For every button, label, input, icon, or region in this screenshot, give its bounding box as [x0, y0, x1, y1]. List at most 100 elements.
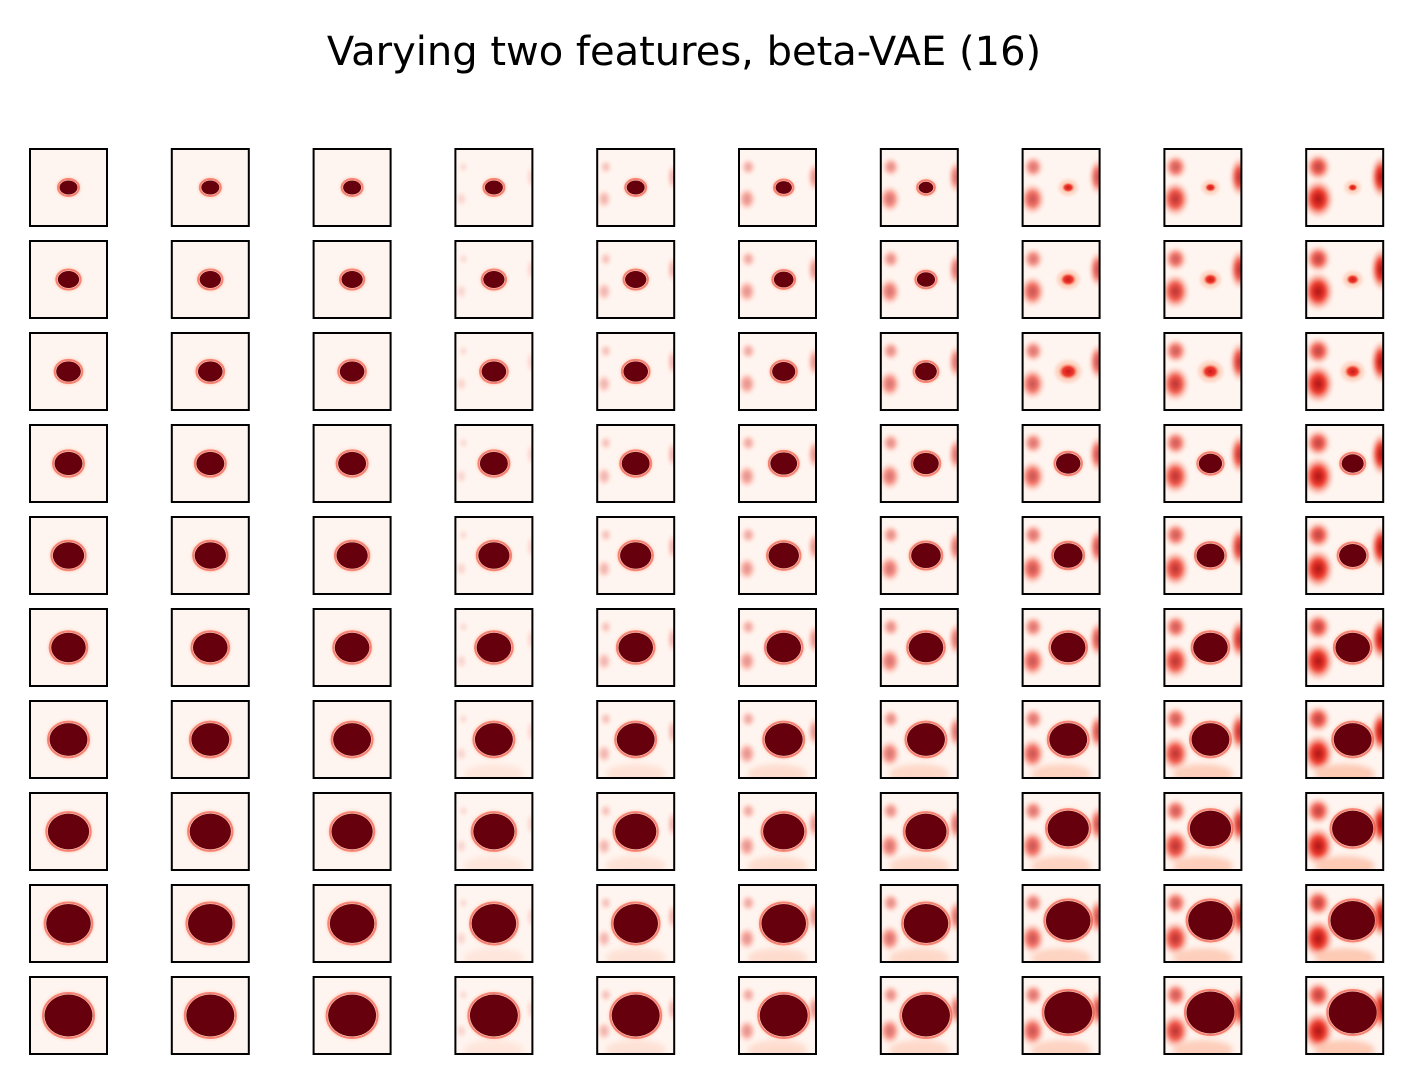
image-tile-border [596, 608, 676, 687]
image-tile-border [454, 240, 534, 319]
image-tile [1164, 425, 1242, 502]
image-tile [1022, 977, 1100, 1054]
image-tile [597, 241, 675, 318]
image-tile [1306, 793, 1384, 870]
image-tile [880, 149, 958, 226]
image-tile-border [738, 792, 817, 871]
image-tile-border [312, 148, 392, 227]
image-tile [1164, 333, 1242, 410]
image-tile [455, 885, 533, 962]
image-tile [455, 333, 533, 410]
image-tile-border [1305, 608, 1385, 687]
image-tile-border [1305, 976, 1385, 1055]
image-tile-border [879, 884, 959, 963]
image-tile [597, 885, 675, 962]
image-tile-border [1021, 976, 1101, 1055]
image-tile-border [29, 148, 108, 227]
image-tile-border [454, 700, 534, 779]
image-tile [1164, 149, 1242, 226]
image-tile-border [596, 700, 676, 779]
image-tile [597, 425, 675, 502]
image-tile-border [596, 516, 676, 595]
image-tile [1306, 977, 1384, 1054]
image-tile [739, 149, 816, 226]
image-tile-border [1305, 424, 1385, 503]
image-tile-border [454, 424, 534, 503]
image-tile [30, 701, 107, 778]
image-tile [30, 241, 107, 318]
image-tile-border [879, 332, 959, 411]
image-tile-border [1305, 332, 1385, 411]
image-tile [1164, 701, 1242, 778]
image-tile [30, 149, 107, 226]
image-tile-border [1021, 332, 1101, 411]
image-tile-border [1021, 424, 1101, 503]
image-tile-border [454, 792, 534, 871]
image-tile [313, 885, 391, 962]
image-tile [880, 333, 958, 410]
image-tile-border [312, 240, 392, 319]
image-tile [597, 701, 675, 778]
image-tile-border [596, 884, 676, 963]
image-tile [597, 609, 675, 686]
image-tile [313, 149, 391, 226]
image-tile-border [596, 424, 676, 503]
image-tile [30, 793, 107, 870]
image-tile [1022, 793, 1100, 870]
image-tile [739, 333, 816, 410]
image-tile-border [879, 792, 959, 871]
image-tile-border [1021, 792, 1101, 871]
image-tile-border [1021, 240, 1101, 319]
image-tile [30, 977, 107, 1054]
image-tile [171, 149, 249, 226]
image-tile [1306, 333, 1384, 410]
image-tile [313, 241, 391, 318]
image-tile [1306, 885, 1384, 962]
image-tile-border [1163, 424, 1243, 503]
image-tile-border [170, 240, 250, 319]
image-tile-border [454, 148, 534, 227]
image-tile-border [170, 700, 250, 779]
image-tile-border [1163, 884, 1243, 963]
image-tile [1306, 241, 1384, 318]
image-tile [597, 793, 675, 870]
image-tile [455, 793, 533, 870]
image-tile [1164, 977, 1242, 1054]
image-tile [880, 517, 958, 594]
image-tile [739, 425, 816, 502]
image-tile [739, 793, 816, 870]
image-tile-border [170, 792, 250, 871]
image-tile-border [738, 700, 817, 779]
image-tile-border [29, 608, 108, 687]
image-tile-border [1021, 700, 1101, 779]
image-tile-border [312, 424, 392, 503]
image-tile-border [596, 240, 676, 319]
image-tile [739, 701, 816, 778]
image-tile-border [170, 976, 250, 1055]
image-tile-border [738, 424, 817, 503]
image-tile [739, 885, 816, 962]
image-tile [1306, 609, 1384, 686]
image-tile [171, 977, 249, 1054]
image-tile-border [738, 148, 817, 227]
image-tile-border [1305, 240, 1385, 319]
image-tile [739, 609, 816, 686]
image-tile-border [1305, 792, 1385, 871]
image-tile-border [1305, 148, 1385, 227]
image-tile-border [29, 884, 108, 963]
image-tile [1306, 701, 1384, 778]
image-tile [171, 885, 249, 962]
image-tile-border [738, 976, 817, 1055]
image-tile [313, 333, 391, 410]
image-tile [171, 701, 249, 778]
image-tile-border [1305, 516, 1385, 595]
image-tile [313, 609, 391, 686]
image-tile-border [170, 148, 250, 227]
image-tile [597, 149, 675, 226]
image-tile [880, 425, 958, 502]
image-tile-border [312, 884, 392, 963]
image-tile [597, 517, 675, 594]
image-tile-border [879, 700, 959, 779]
image-tile [455, 517, 533, 594]
